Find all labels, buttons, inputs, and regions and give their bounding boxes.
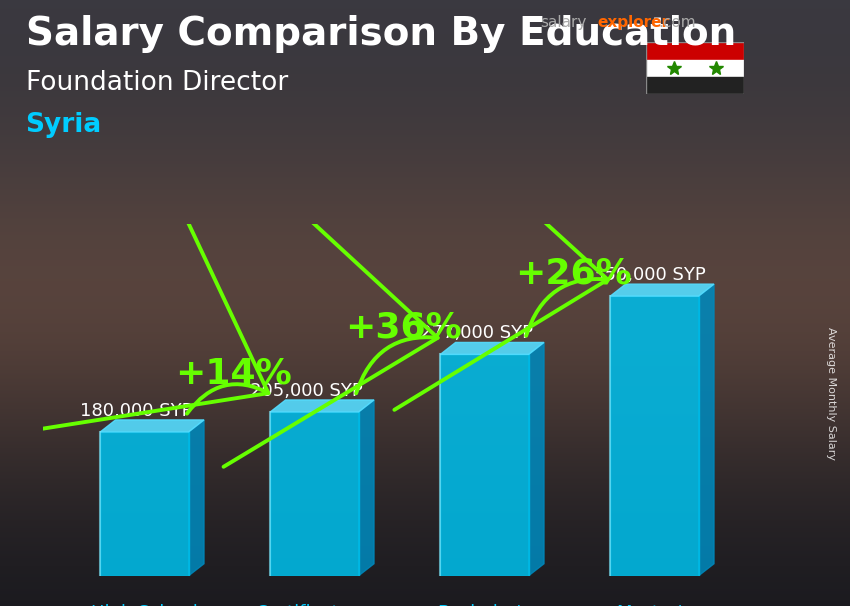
Text: 205,000 SYP: 205,000 SYP [250, 382, 363, 400]
Polygon shape [699, 284, 714, 576]
Text: Certificate or
Diploma: Certificate or Diploma [256, 604, 373, 606]
Text: Average Monthly Salary: Average Monthly Salary [826, 327, 836, 461]
Bar [610, 296, 699, 576]
Polygon shape [270, 400, 374, 412]
Bar [646, 77, 744, 94]
Text: .com: .com [659, 15, 696, 30]
Polygon shape [189, 420, 204, 576]
Bar [646, 59, 744, 77]
Text: 350,000 SYP: 350,000 SYP [593, 266, 706, 284]
Polygon shape [610, 284, 714, 296]
FancyArrowPatch shape [394, 111, 608, 410]
Text: explorer: explorer [598, 15, 670, 30]
Text: +26%: +26% [515, 256, 632, 290]
Text: 180,000 SYP: 180,000 SYP [80, 402, 192, 420]
FancyArrowPatch shape [21, 167, 269, 432]
Bar [270, 412, 359, 576]
Bar [646, 42, 744, 59]
FancyArrowPatch shape [224, 168, 438, 467]
Text: 277,000 SYP: 277,000 SYP [420, 324, 533, 342]
Text: Salary Comparison By Education: Salary Comparison By Education [26, 15, 736, 53]
Text: High School: High School [91, 604, 198, 606]
Text: Bachelor's
Degree: Bachelor's Degree [438, 604, 531, 606]
Text: +14%: +14% [175, 357, 292, 391]
Polygon shape [359, 400, 374, 576]
Text: +36%: +36% [345, 310, 462, 344]
Text: Foundation Director: Foundation Director [26, 70, 288, 96]
Text: salary: salary [540, 15, 586, 30]
Bar [100, 432, 189, 576]
Bar [440, 355, 529, 576]
Polygon shape [100, 420, 204, 432]
Polygon shape [529, 342, 544, 576]
Text: Syria: Syria [26, 112, 102, 138]
Polygon shape [440, 342, 544, 355]
Text: Master's
Degree: Master's Degree [616, 604, 693, 606]
